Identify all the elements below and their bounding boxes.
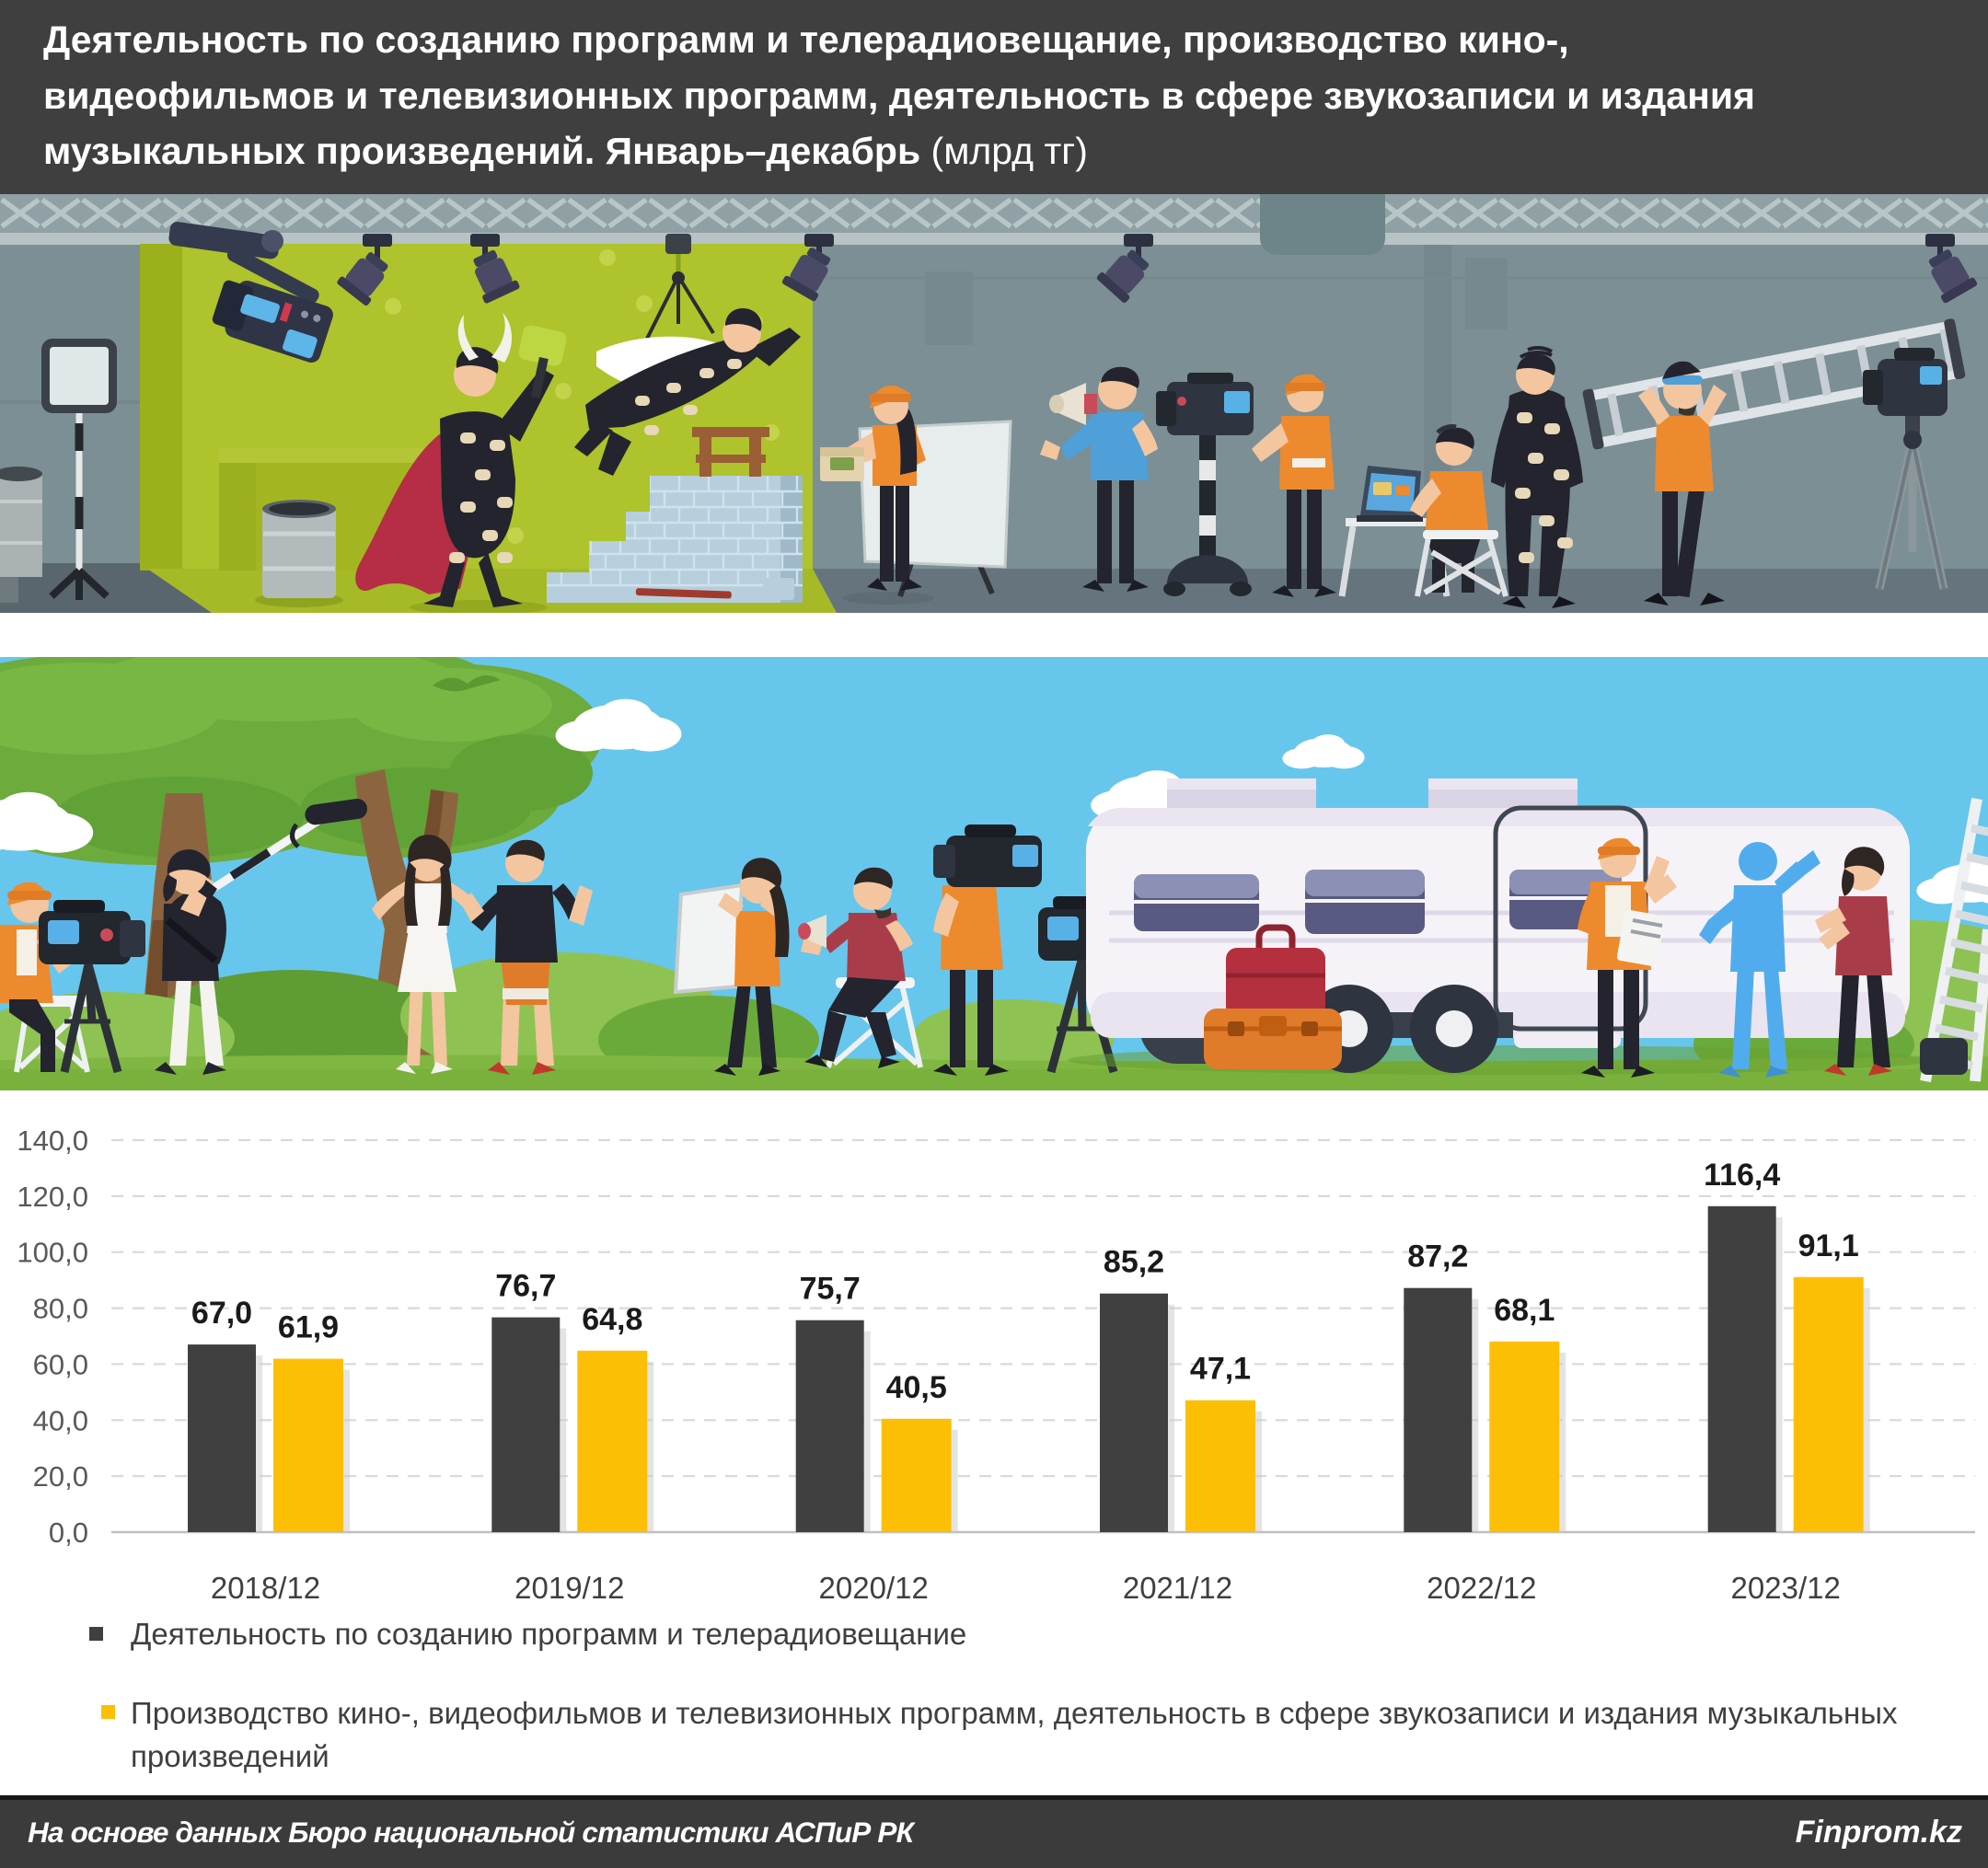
svg-text:47,1: 47,1 xyxy=(1190,1352,1251,1387)
svg-text:60,0: 60,0 xyxy=(33,1348,88,1380)
svg-text:20,0: 20,0 xyxy=(33,1460,88,1493)
svg-text:116,4: 116,4 xyxy=(1704,1158,1780,1193)
svg-text:2022/12: 2022/12 xyxy=(1427,1571,1536,1605)
svg-text:67,0: 67,0 xyxy=(191,1296,252,1331)
svg-text:87,2: 87,2 xyxy=(1407,1240,1468,1274)
svg-text:91,1: 91,1 xyxy=(1798,1228,1859,1263)
svg-text:75,7: 75,7 xyxy=(800,1272,861,1307)
svg-text:2021/12: 2021/12 xyxy=(1123,1571,1232,1605)
svg-text:2019/12: 2019/12 xyxy=(514,1571,624,1605)
svg-text:68,1: 68,1 xyxy=(1494,1293,1555,1328)
svg-text:0,0: 0,0 xyxy=(49,1516,88,1549)
svg-text:76,7: 76,7 xyxy=(495,1269,556,1304)
svg-text:140,0: 140,0 xyxy=(17,1124,88,1157)
svg-text:100,0: 100,0 xyxy=(17,1237,88,1269)
svg-text:64,8: 64,8 xyxy=(582,1302,642,1337)
svg-text:85,2: 85,2 xyxy=(1104,1245,1164,1280)
svg-text:40,0: 40,0 xyxy=(33,1404,88,1436)
svg-text:120,0: 120,0 xyxy=(17,1181,88,1213)
svg-text:2020/12: 2020/12 xyxy=(819,1571,929,1605)
svg-text:61,9: 61,9 xyxy=(278,1310,339,1345)
svg-text:40,5: 40,5 xyxy=(886,1370,947,1405)
svg-text:80,0: 80,0 xyxy=(33,1293,88,1325)
svg-text:2018/12: 2018/12 xyxy=(211,1571,320,1605)
svg-text:2023/12: 2023/12 xyxy=(1731,1571,1841,1605)
